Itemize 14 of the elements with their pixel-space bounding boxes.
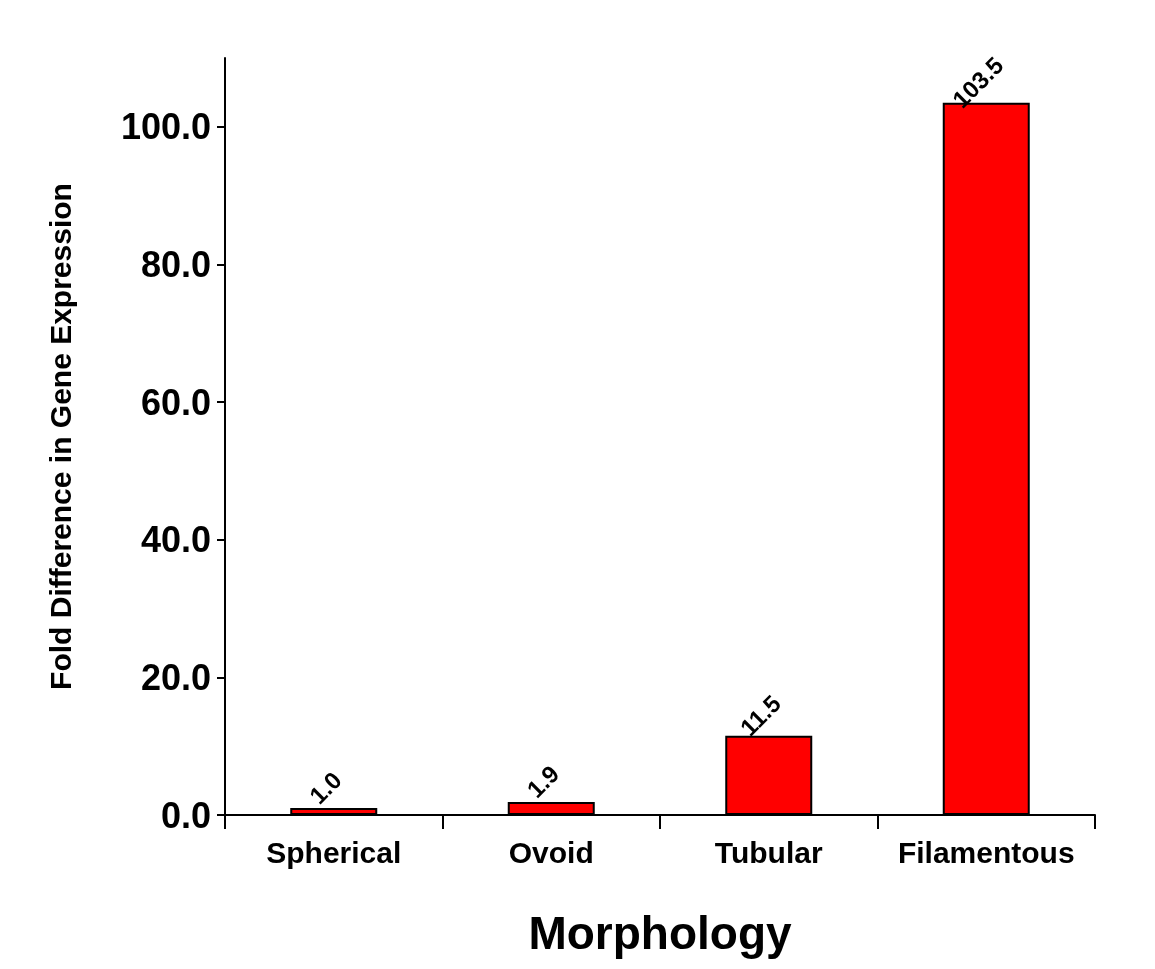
x-axis-title: Morphology <box>528 907 792 959</box>
y-tick-label: 100.0 <box>120 106 211 148</box>
data-label: 1.9 <box>521 760 565 803</box>
x-tick-label: Filamentous <box>897 835 1075 869</box>
x-tick-label: Ovoid <box>508 835 594 869</box>
y-tick-label: 60.0 <box>140 381 211 423</box>
y-axis-title: Fold Difference in Gene Expression <box>43 183 77 690</box>
y-tick-label: 40.0 <box>140 519 211 561</box>
y-tick-label: 0.0 <box>160 794 211 836</box>
y-tick-label: 20.0 <box>140 656 211 698</box>
x-tick-label: Spherical <box>266 835 402 869</box>
y-tick-label: 80.0 <box>140 243 211 285</box>
x-tick-label: Tubular <box>714 835 823 869</box>
data-label: 1.0 <box>303 766 347 809</box>
